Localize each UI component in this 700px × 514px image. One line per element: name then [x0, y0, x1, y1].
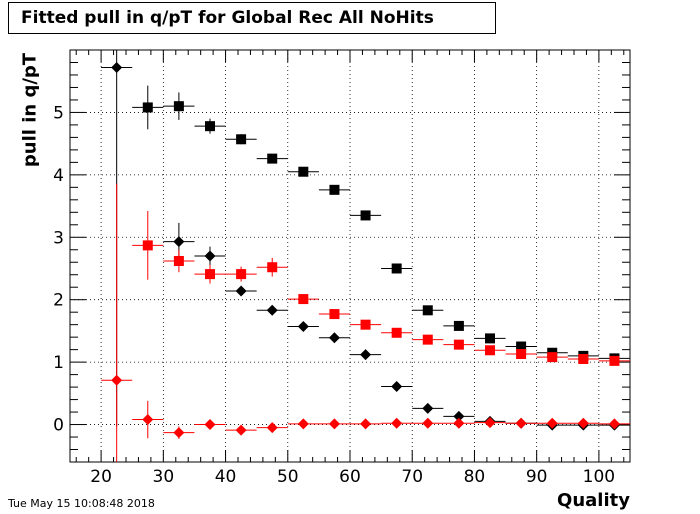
- axes: 20 30 40 50 60 70 80 90 100 0 1 2 3 4 5: [53, 49, 631, 487]
- data-point-diamond: [328, 332, 340, 344]
- data-point-square: [236, 134, 247, 145]
- data-point-square: [422, 334, 433, 345]
- data-point-square: [516, 349, 527, 360]
- chart-title: Fitted pull in q/pT for Global Rec All N…: [8, 2, 496, 34]
- x-tick-label: 30: [153, 467, 175, 487]
- data-point-square: [205, 121, 215, 132]
- data-point-square: [236, 269, 247, 280]
- x-axis-label: Quality: [557, 490, 630, 511]
- data-point-square: [173, 101, 184, 112]
- data-point-square: [142, 102, 153, 113]
- plot-frame: [69, 49, 631, 463]
- data-point-square: [391, 263, 402, 274]
- data-point-square: [329, 309, 340, 320]
- data-point-square: [609, 355, 620, 366]
- y-tick-label: 3: [53, 228, 64, 248]
- y-tick-label: 1: [53, 353, 64, 373]
- x-tick-label: 80: [464, 467, 486, 487]
- data-point-square: [360, 210, 371, 221]
- data-marks: [101, 50, 630, 462]
- data-point-diamond: [608, 418, 620, 430]
- data-point-diamond: [235, 424, 247, 436]
- data-point-diamond: [204, 419, 216, 431]
- data-point-diamond: [328, 418, 340, 430]
- y-tick-label: 0: [53, 416, 64, 436]
- data-point-diamond: [546, 417, 558, 429]
- data-point-diamond: [360, 349, 372, 361]
- data-point-square: [547, 352, 558, 363]
- data-point-square: [267, 153, 278, 164]
- data-point-diamond: [173, 236, 185, 248]
- y-tick-label: 4: [53, 166, 64, 186]
- x-tick-label: 90: [526, 467, 548, 487]
- data-point-square: [173, 255, 184, 266]
- data-point-square: [267, 262, 278, 273]
- x-tick-label: 60: [339, 467, 361, 487]
- data-point-square: [453, 339, 464, 350]
- data-point-diamond: [391, 417, 403, 429]
- series-2: [132, 211, 630, 366]
- data-point-square: [142, 240, 153, 251]
- data-point-diamond: [173, 427, 185, 439]
- y-axis-label: pull in q/pT: [19, 52, 41, 168]
- data-point-diamond: [235, 285, 247, 297]
- data-point-diamond: [266, 304, 278, 316]
- data-point-diamond: [297, 418, 309, 430]
- data-point-square: [516, 341, 527, 352]
- data-point-diamond: [391, 380, 403, 392]
- data-point-diamond: [422, 402, 434, 414]
- data-point-diamond: [204, 250, 216, 262]
- data-point-square: [298, 294, 309, 305]
- data-point-diamond: [266, 422, 278, 434]
- series-3: [101, 183, 630, 462]
- data-point-square: [485, 333, 495, 344]
- y-tick-label: 2: [53, 291, 64, 311]
- data-point-diamond: [422, 417, 434, 429]
- grid-lines: [70, 50, 630, 462]
- data-point-diamond: [360, 418, 372, 430]
- data-point-square: [360, 319, 371, 330]
- data-point-square: [298, 166, 309, 177]
- data-point-square: [485, 345, 495, 356]
- data-point-square: [391, 327, 402, 338]
- y-tick-label: 5: [53, 103, 64, 123]
- x-tick-label: 20: [90, 467, 112, 487]
- data-point-diamond: [453, 410, 465, 422]
- x-tick-label: 50: [277, 467, 299, 487]
- data-point-diamond: [453, 417, 465, 429]
- data-point-square: [453, 320, 464, 331]
- data-point-square: [329, 184, 340, 195]
- data-point-square: [422, 305, 433, 316]
- data-point-square: [578, 354, 589, 364]
- data-point-diamond: [577, 417, 589, 429]
- x-tick-label: 40: [215, 467, 237, 487]
- series-0: [132, 85, 630, 364]
- data-point-diamond: [142, 414, 154, 426]
- data-point-diamond: [111, 61, 123, 73]
- data-point-diamond: [111, 374, 123, 386]
- x-tick-label: 100: [583, 467, 615, 487]
- data-point-diamond: [297, 321, 309, 333]
- timestamp: Tue May 15 10:08:48 2018: [8, 497, 155, 510]
- data-point-diamond: [515, 417, 527, 429]
- data-point-square: [205, 269, 215, 280]
- data-point-diamond: [484, 417, 496, 429]
- x-tick-label: 70: [401, 467, 423, 487]
